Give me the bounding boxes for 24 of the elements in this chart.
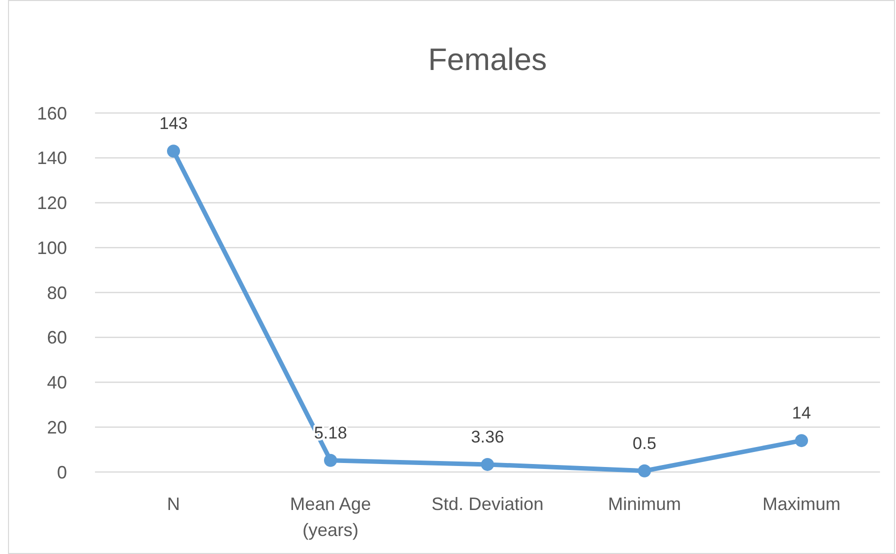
y-tick-label: 40 <box>46 372 67 393</box>
y-tick-label: 120 <box>36 193 67 214</box>
x-tick-label: Mean Age (years) <box>290 494 372 540</box>
point <box>638 464 651 478</box>
x-tick-label: Maximum <box>762 494 841 514</box>
y-tick-label: 160 <box>36 103 67 124</box>
x-tick-label: N <box>167 494 180 514</box>
y-tick-label: 80 <box>46 282 67 303</box>
y-tick-label: 100 <box>36 238 67 258</box>
point <box>167 144 180 158</box>
chart-title: Females <box>428 42 547 77</box>
y-tick-label: 60 <box>46 328 67 348</box>
point <box>481 458 494 471</box>
y-tick-label: 20 <box>46 417 67 438</box>
data-label: 0.5 <box>632 434 656 453</box>
y-tick-label: 140 <box>36 148 67 168</box>
x-tick-label: Std. Deviation <box>431 494 544 514</box>
y-tick-label: 0 <box>56 462 67 482</box>
point <box>795 434 808 448</box>
x-tick-label: Minimum <box>608 494 682 514</box>
point <box>324 454 337 467</box>
data-label: 14 <box>792 404 811 423</box>
data-label: 3.36 <box>470 427 504 446</box>
data-label: 143 <box>159 114 188 134</box>
